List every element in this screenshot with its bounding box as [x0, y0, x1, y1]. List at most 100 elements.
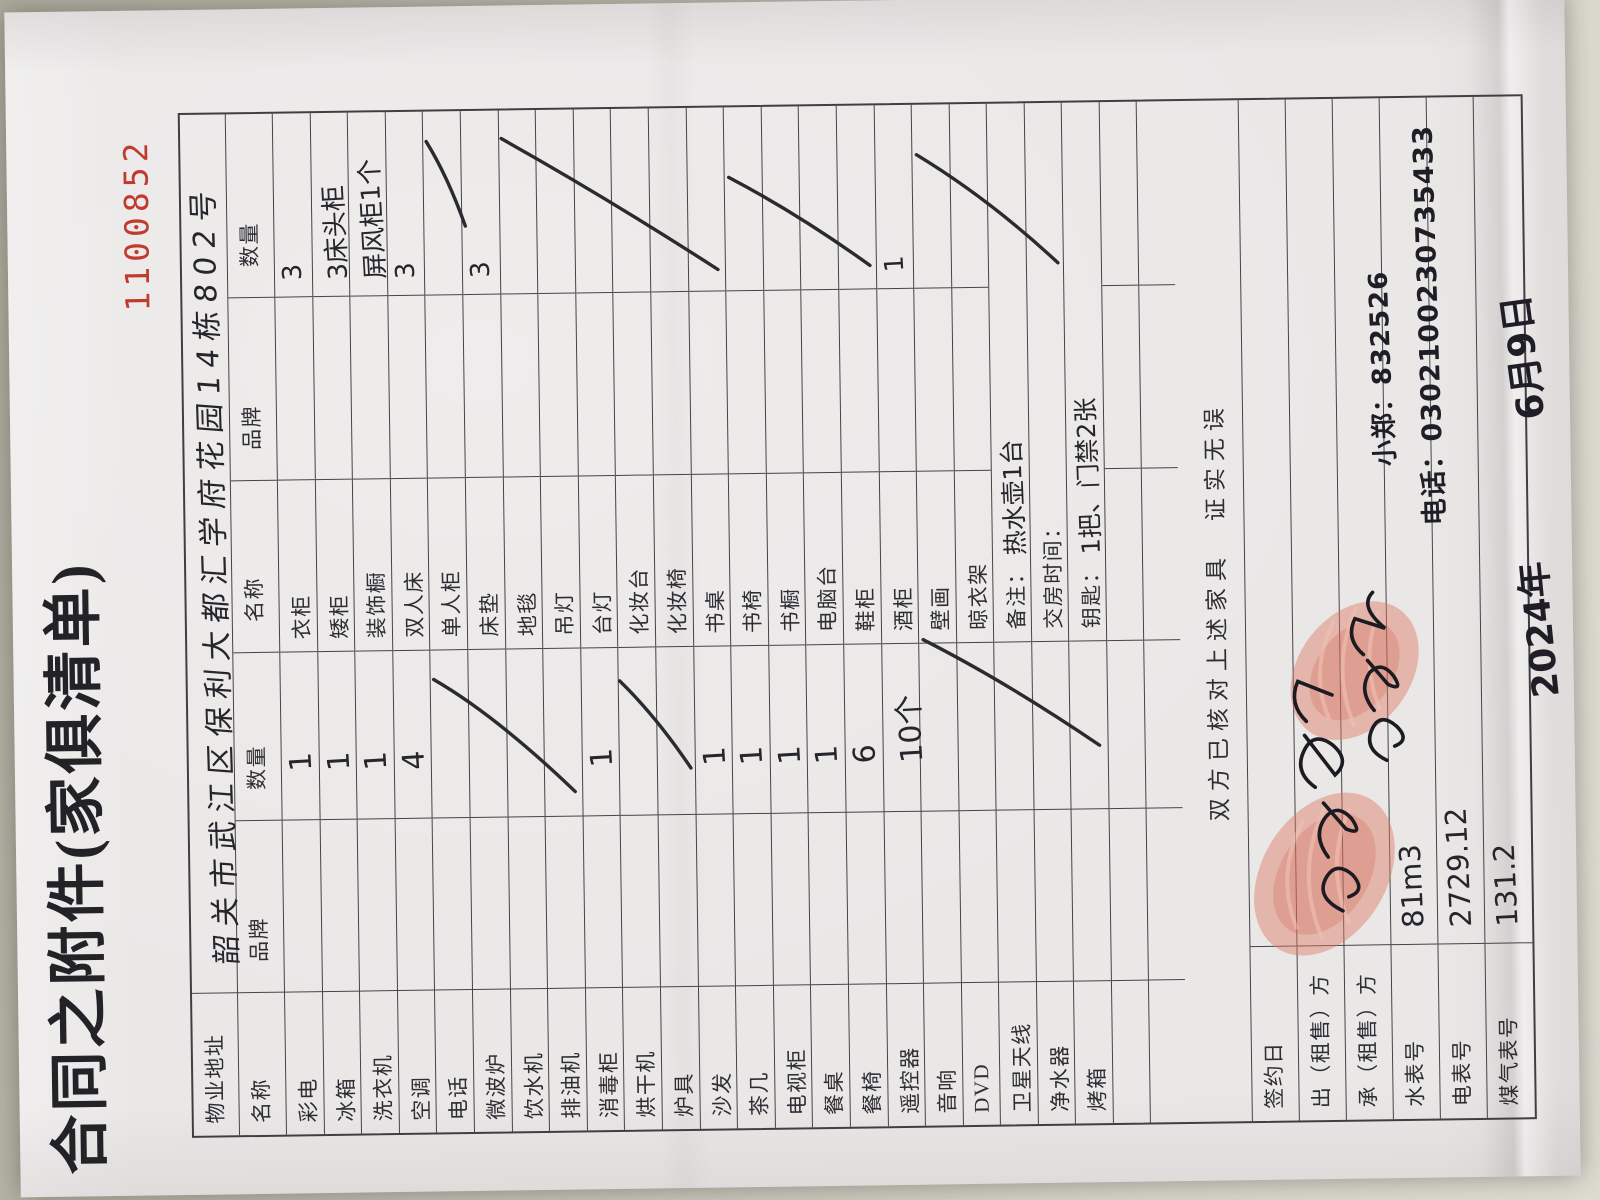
- item-brand-b: [312, 295, 353, 480]
- item-qty-b: [1100, 102, 1138, 285]
- item-name-a-text: 净水器: [1047, 1044, 1073, 1112]
- note-label: 钥匙：: [1079, 560, 1105, 629]
- header-label: 名称: [242, 576, 267, 623]
- item-brand-b: [613, 291, 653, 475]
- item-name-a: 微波炉: [472, 988, 512, 1132]
- item-rows: 彩电 1 衣柜 3 冰箱 1 矮柜 3床头柜 洗衣机 1 装饰橱 屏风柜1个 空…: [272, 101, 1188, 1135]
- footer-value-handwriting: 81m3: [1392, 843, 1431, 929]
- item-qty-a-handwriting: 1: [809, 743, 846, 766]
- item-qty-b: [573, 109, 612, 292]
- item-name-b-text: 壁画: [928, 585, 954, 631]
- item-qty-a: [956, 641, 996, 811]
- item-qty-b: [536, 110, 575, 293]
- item-name-a-text: 烤箱: [1085, 1066, 1111, 1112]
- note-handwriting: 1把、门禁2张: [1071, 397, 1107, 556]
- item-qty-a: [1143, 639, 1183, 808]
- item-name-b: 台灯: [578, 474, 618, 648]
- item-name-b-text: 化妆台: [627, 566, 653, 635]
- item-brand-a: [508, 815, 548, 989]
- item-name-a: 排油机: [548, 987, 587, 1131]
- item-brand-a: [583, 814, 623, 988]
- item-qty-a: 10个: [881, 642, 930, 812]
- item-name-b: 衣柜: [277, 479, 317, 652]
- item-name-a: 净水器: [1036, 980, 1076, 1125]
- item-brand-a: [1146, 807, 1186, 980]
- footer-label-cell: 承（租售）方: [1344, 944, 1393, 1120]
- item-name-a-text: 沙发: [709, 1071, 735, 1117]
- item-name-b-text: 书橱: [778, 587, 803, 633]
- item-brand-b: [350, 295, 390, 479]
- item-name-b: 双人床: [390, 477, 430, 651]
- item-name-b-text: 地毯: [514, 591, 540, 637]
- item-brand-b: [763, 289, 804, 473]
- item-name-b: 电脑台: [804, 471, 844, 645]
- item-qty-a: 1: [355, 650, 394, 819]
- address-label: 物业地址: [202, 1033, 228, 1124]
- item-name-a: 电视柜: [773, 984, 813, 1128]
- item-name-a: 洗衣机: [360, 990, 399, 1134]
- address-label-cell: 物业地址: [192, 992, 240, 1136]
- item-name-a-text: 餐椅: [860, 1069, 885, 1115]
- item-qty-b: [686, 107, 725, 290]
- item-brand-a: [357, 818, 397, 991]
- item-name-b-text: 单人柜: [439, 569, 465, 638]
- item-note-cell: 钥匙： 1把、门禁2张: [1062, 102, 1106, 640]
- item-brand-b: [275, 296, 315, 480]
- item-qty-b: [837, 105, 876, 288]
- item-qty-a: [919, 642, 959, 811]
- item-qty-a: [543, 647, 583, 816]
- item-name-a: 饮水机: [510, 987, 550, 1132]
- item-qty-a: 1: [693, 645, 733, 814]
- item-name-a-text: 微波炉: [483, 1052, 509, 1120]
- header-label: 品牌: [246, 916, 272, 963]
- item-brand-a: [658, 813, 698, 987]
- item-brand-a: [921, 810, 961, 983]
- item-brand-b: [726, 289, 766, 474]
- item-brand-b: [1138, 284, 1179, 468]
- item-name-a-text: 炉具: [672, 1071, 697, 1118]
- header-brand-a: 品牌: [235, 819, 285, 993]
- item-qty-b-handwriting: 3: [390, 261, 422, 280]
- item-brand-a: [282, 819, 322, 992]
- item-brand-a: [620, 814, 660, 987]
- footer-value-handwriting: 2729.12: [1438, 806, 1478, 928]
- header-name-b: 名称: [230, 479, 280, 653]
- item-qty-a-handwriting: 1: [734, 744, 771, 767]
- item-name-b: 书椅: [728, 472, 768, 646]
- item-name-a: 餐椅: [848, 983, 888, 1127]
- item-name-a: [1148, 979, 1188, 1123]
- item-qty-b: [949, 104, 988, 287]
- item-name-b-text: [1114, 628, 1120, 640]
- item-name-a-text: 排油机: [559, 1050, 584, 1119]
- item-qty-b: [1136, 101, 1175, 284]
- item-qty-a-handwriting: 6: [847, 743, 884, 765]
- item-brand-a: [884, 810, 924, 984]
- item-qty-a: [430, 649, 470, 818]
- item-qty-a: [1069, 640, 1109, 809]
- item-qty-a: [468, 648, 508, 818]
- item-qty-a: [505, 647, 545, 817]
- item-qty-a-handwriting: 1: [583, 747, 621, 769]
- item-name-a-text: 卫星天线: [1009, 1022, 1036, 1113]
- item-name-a-text: 茶几: [747, 1070, 772, 1117]
- item-name-b: 书橱: [766, 472, 806, 645]
- item-brand-a: [696, 813, 736, 986]
- item-name-a-text: 饮水机: [521, 1051, 547, 1120]
- footer-label: 签约日: [1261, 1041, 1287, 1109]
- item-brand-b: [876, 287, 916, 472]
- item-name-b: 吊灯: [540, 475, 580, 648]
- item-qty-a: [656, 645, 696, 815]
- item-name-a-text: 消毒柜: [596, 1050, 622, 1119]
- item-qty-a: [1107, 639, 1146, 809]
- item-name-b-text: [1151, 627, 1157, 639]
- item-name-b-text: 化妆椅: [665, 566, 690, 635]
- item-brand-a: [320, 818, 360, 992]
- item-name-a-text: [1157, 1110, 1163, 1122]
- item-name-b-text: 双人床: [401, 570, 427, 638]
- item-name-b: [1141, 467, 1181, 640]
- header-qty-a: 数量: [233, 651, 282, 821]
- item-note-cell: 备注： 热水壶1台: [987, 103, 1031, 641]
- item-name-b-text: 装饰橱: [364, 570, 390, 639]
- item-qty-b: 3: [461, 111, 500, 294]
- header-brand-b: 品牌: [228, 296, 277, 481]
